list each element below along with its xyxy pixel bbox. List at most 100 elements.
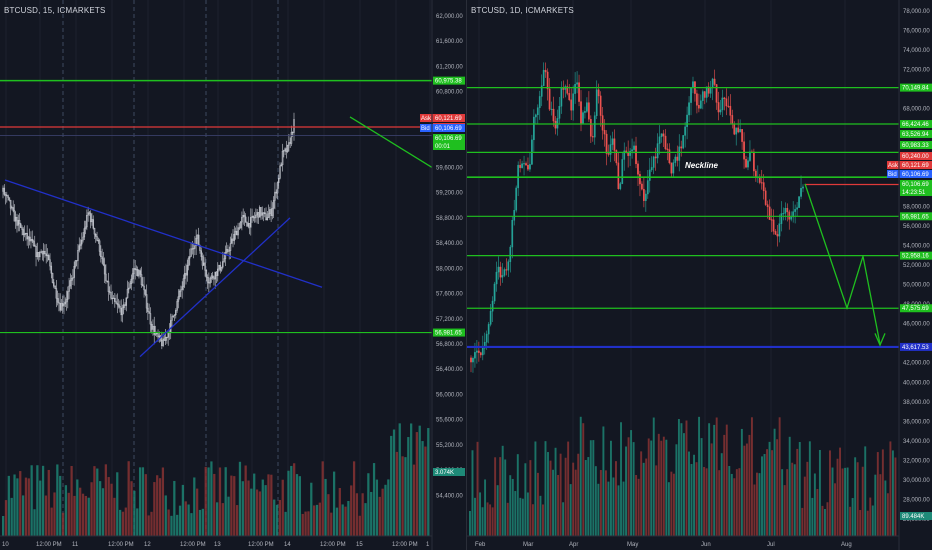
volume-bar	[301, 513, 304, 536]
volume-bar	[516, 454, 519, 536]
volume-bar	[41, 465, 45, 536]
volume-bar	[201, 508, 204, 536]
volume-bar	[506, 502, 509, 536]
volume-bar	[796, 448, 799, 536]
candle-body	[83, 228, 86, 238]
candle-body	[148, 311, 150, 314]
x-axis-tick-label: Jul	[767, 542, 775, 548]
y-axis-tick-label: 57,200.00	[436, 317, 463, 323]
candle-body	[121, 307, 124, 316]
left-chart-canvas[interactable]: 62,000.00 61,600.00 61,200.00 60,800.00 59,6…	[0, 0, 466, 550]
candle-body	[782, 213, 785, 215]
volume-bar	[677, 419, 680, 536]
candle-body	[533, 116, 535, 141]
volume-bar	[127, 461, 130, 536]
volume-bar	[281, 479, 284, 536]
price-tag-label: 3.074K	[435, 470, 454, 476]
volume-bar	[250, 488, 253, 536]
volume-bar	[627, 437, 630, 536]
volume-bar	[361, 493, 364, 536]
candle-body	[487, 324, 490, 335]
volume-bar	[270, 474, 273, 536]
candle-body	[774, 231, 777, 235]
volume-bar	[67, 492, 70, 536]
volume-bar	[96, 468, 99, 536]
candle-body	[707, 86, 710, 94]
right-chart-canvas[interactable]: 78,000.00 76,000.00 74,000.00 72,000.00 68,0…	[467, 0, 932, 550]
candle-body	[115, 301, 117, 304]
candle-body	[709, 87, 712, 94]
volume-bar	[557, 474, 560, 536]
right-chart-pane[interactable]: 78,000.00 76,000.00 74,000.00 72,000.00 68,0…	[466, 0, 932, 550]
candle-body	[206, 277, 209, 283]
volume-bar	[241, 481, 244, 536]
price-tag	[433, 124, 465, 132]
candle-body	[260, 207, 262, 216]
volume-bar	[50, 507, 53, 536]
volume-bar	[594, 466, 597, 536]
volume-bar	[552, 469, 554, 536]
x-axis-tick-label: 12:00 PM	[36, 542, 62, 548]
candle-body	[88, 212, 91, 214]
volume-bar	[330, 512, 333, 536]
candle-body	[250, 217, 252, 228]
volume-bar	[778, 417, 781, 536]
candle-body	[768, 206, 771, 220]
price-tag-label: 14:23:51	[902, 190, 926, 196]
x-axis-tick-label: 12:00 PM	[392, 542, 418, 548]
volume-bar	[190, 513, 193, 536]
candle-body	[101, 256, 103, 260]
candle-body	[764, 190, 767, 205]
volume-bar	[793, 464, 796, 536]
volume-bar	[53, 492, 56, 536]
candle-body	[187, 257, 190, 266]
volume-bar	[210, 461, 213, 536]
y-axis-tick-label: 40,000.00	[903, 380, 930, 386]
volume-bar	[693, 454, 695, 536]
volume-bar	[30, 465, 33, 536]
candle-body	[229, 243, 232, 251]
candle-body	[542, 69, 545, 86]
candle-body	[509, 246, 512, 262]
candle-body	[21, 227, 23, 230]
candle-body	[239, 221, 242, 229]
price-tag	[900, 304, 932, 313]
candle-body	[162, 338, 164, 346]
volume-bar	[104, 464, 107, 536]
left-chart-pane[interactable]: 62,000.00 61,600.00 61,200.00 60,800.00 59,6…	[0, 0, 466, 550]
y-axis-tick-label: 42,000.00	[903, 361, 930, 367]
volume-bar	[484, 479, 487, 536]
candle-body	[81, 239, 83, 245]
volume-bar	[733, 478, 736, 536]
candle-body	[265, 213, 267, 221]
candle-body	[479, 352, 482, 356]
x-axis-tick-label: Aug	[841, 542, 852, 548]
volume-bar	[655, 465, 658, 536]
candle-body	[172, 315, 175, 317]
volume-bar	[630, 430, 633, 536]
volume-bar	[879, 474, 882, 536]
candle-body	[7, 195, 9, 198]
volume-bar	[2, 515, 5, 536]
volume-bar	[421, 441, 424, 536]
candle-body	[157, 333, 159, 338]
candle-body	[31, 239, 33, 242]
candle-body	[58, 301, 60, 304]
candle-body	[550, 108, 553, 110]
volume-bar	[496, 485, 499, 536]
candle-body	[692, 81, 694, 88]
volume-bar	[116, 472, 119, 536]
volume-bar	[244, 465, 247, 536]
volume-bar	[514, 491, 517, 536]
volume-bar	[559, 453, 562, 536]
candle-body	[75, 260, 78, 262]
candle-body	[54, 286, 56, 289]
candle-body	[133, 268, 135, 274]
volume-bar	[688, 451, 690, 536]
volume-bar	[690, 464, 693, 536]
candle-body	[102, 258, 105, 266]
candle-body	[493, 283, 496, 302]
candle-body	[558, 106, 561, 119]
candle-body	[523, 163, 525, 165]
volume-bar	[753, 484, 756, 536]
